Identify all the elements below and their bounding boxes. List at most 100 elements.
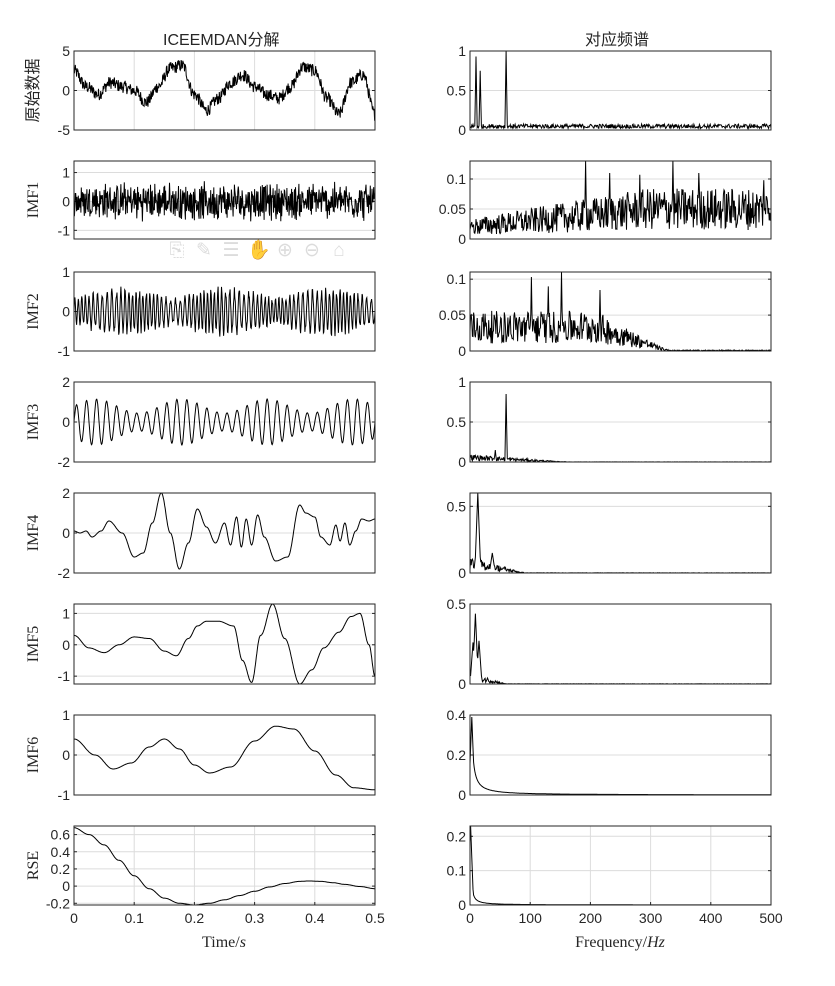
y-tick-label: 1 bbox=[458, 43, 466, 59]
freq-axes-0[interactable]: 00.51 bbox=[447, 43, 772, 138]
data-line bbox=[470, 613, 771, 685]
y-tick-label: 0.05 bbox=[439, 307, 466, 323]
y-tick-label: 0.2 bbox=[447, 828, 467, 844]
y-tick-label: 5 bbox=[62, 43, 70, 59]
y-tick-label: 0.6 bbox=[51, 827, 71, 843]
freq-axes-4[interactable]: 00.5 bbox=[447, 492, 772, 581]
export-icon[interactable]: ⎘ bbox=[169, 240, 185, 261]
axes-box bbox=[73, 714, 376, 796]
y-tick-label: 0 bbox=[62, 414, 70, 430]
y-tick-label: -1 bbox=[58, 343, 71, 359]
y-tick-label: 0.4 bbox=[51, 844, 71, 860]
freq-axes-1[interactable]: 0 0.05 0.1 bbox=[439, 160, 772, 247]
time-axes-2[interactable]: -1 0 1 IMF2 bbox=[25, 264, 376, 359]
y-tick-label: -0.2 bbox=[46, 895, 70, 911]
x-tick-label: 300 bbox=[639, 910, 663, 926]
axes-box bbox=[73, 825, 376, 906]
y-axis-label: IMF2 bbox=[25, 293, 42, 329]
data-line bbox=[470, 716, 771, 796]
y-tick-label: 0 bbox=[458, 787, 466, 803]
axes-box bbox=[469, 160, 772, 240]
x-tick-label: 0.5 bbox=[365, 910, 385, 926]
y-axis-label: IMF5 bbox=[25, 626, 42, 662]
y-axis-label: IMF4 bbox=[25, 515, 42, 551]
axes-box bbox=[73, 492, 376, 574]
y-axis-label: IMF3 bbox=[25, 404, 42, 440]
y-tick-label: 0 bbox=[62, 304, 70, 320]
y-tick-label: 0.1 bbox=[447, 171, 467, 187]
y-axis-label: IMF6 bbox=[25, 737, 42, 773]
freq-axes-7[interactable]: 0 0.1 0.2 0 100 200 300 400 500 bbox=[447, 825, 783, 926]
y-tick-label: 0.2 bbox=[51, 861, 71, 877]
y-tick-label: 2 bbox=[62, 485, 70, 501]
data-line bbox=[470, 393, 771, 463]
freq-axes-3[interactable]: 00.51 bbox=[447, 374, 772, 470]
datatip-icon[interactable]: ☰ bbox=[222, 240, 240, 261]
x-tick-label: 0 bbox=[466, 910, 474, 926]
axes-box bbox=[73, 271, 376, 352]
time-axis-label: Time/s bbox=[202, 934, 246, 951]
time-axes-5[interactable]: -1 0 1 IMF5 bbox=[25, 603, 376, 685]
time-axes-6[interactable]: -1 0 1 IMF6 bbox=[25, 707, 376, 803]
right-column-title: 对应频谱 bbox=[585, 32, 650, 49]
axes-box bbox=[469, 492, 772, 574]
time-axes-0[interactable]: -5 0 5 原始数据 bbox=[24, 43, 376, 138]
y-tick-label: -2 bbox=[58, 565, 71, 581]
pan-hand-icon[interactable]: ✋ bbox=[247, 240, 271, 261]
y-tick-label: 1 bbox=[62, 165, 70, 181]
axes-box bbox=[73, 603, 376, 685]
data-line bbox=[74, 603, 375, 685]
time-axes-3[interactable]: -2 0 2 IMF3 bbox=[25, 374, 376, 470]
y-tick-label: 0.2 bbox=[447, 747, 467, 763]
y-axis-label: RSE bbox=[25, 851, 42, 880]
y-tick-label: 0 bbox=[458, 676, 466, 692]
data-line bbox=[74, 181, 375, 222]
y-tick-label: 0.05 bbox=[439, 201, 466, 217]
time-axes-4[interactable]: -2 0 2 IMF4 bbox=[25, 485, 376, 581]
y-tick-label: 0 bbox=[62, 193, 70, 209]
y-tick-label: 2 bbox=[62, 374, 70, 390]
data-line bbox=[74, 59, 375, 121]
y-tick-label: 0 bbox=[458, 343, 466, 359]
axes-box bbox=[469, 50, 772, 131]
axes-box bbox=[469, 603, 772, 685]
frequency-axis-label: Frequency/Hz bbox=[575, 934, 666, 951]
y-tick-label: 1 bbox=[458, 374, 466, 390]
y-tick-label: 1 bbox=[62, 264, 70, 280]
y-tick-label: -5 bbox=[58, 122, 71, 138]
x-tick-label: 500 bbox=[759, 910, 783, 926]
axes-box bbox=[73, 381, 376, 463]
data-line bbox=[74, 725, 375, 791]
axes-box bbox=[469, 271, 772, 352]
brush-icon[interactable]: ✎ bbox=[196, 240, 212, 261]
x-tick-label: 100 bbox=[519, 910, 543, 926]
y-axis-label: IMF1 bbox=[25, 182, 42, 218]
freq-axes-2[interactable]: 0 0.05 0.1 bbox=[439, 271, 772, 359]
axes-box bbox=[73, 160, 376, 240]
y-tick-label: -1 bbox=[58, 668, 71, 684]
freq-axes-6[interactable]: 0 0.2 0.4 bbox=[447, 707, 772, 803]
time-axes-1[interactable]: -1 0 1 IMF1 bbox=[25, 160, 376, 240]
freq-axes-5[interactable]: 00.5 bbox=[447, 596, 772, 692]
x-tick-label: 0.4 bbox=[305, 910, 325, 926]
x-tick-label: 0.1 bbox=[124, 910, 144, 926]
y-axis-label: 原始数据 bbox=[24, 58, 42, 122]
axes-toolbar[interactable]: ⎘ ✎ ☰ ✋ ⊕ ⊖ ⌂ bbox=[166, 240, 350, 262]
y-tick-label: 0 bbox=[458, 454, 466, 470]
y-tick-label: 0 bbox=[458, 897, 466, 913]
y-tick-label: 0.5 bbox=[447, 498, 467, 514]
y-tick-label: 0 bbox=[458, 122, 466, 138]
axes-box bbox=[469, 825, 772, 906]
zoom-in-icon[interactable]: ⊕ bbox=[277, 240, 293, 261]
y-tick-label: 0 bbox=[62, 525, 70, 541]
zoom-out-icon[interactable]: ⊖ bbox=[304, 240, 320, 261]
x-tick-label: 0 bbox=[70, 910, 78, 926]
x-tick-label: 200 bbox=[579, 910, 603, 926]
home-icon[interactable]: ⌂ bbox=[333, 240, 345, 261]
axes-box bbox=[469, 381, 772, 463]
data-line bbox=[74, 827, 375, 906]
y-tick-label: -2 bbox=[58, 454, 71, 470]
data-line bbox=[470, 50, 771, 131]
data-line bbox=[470, 825, 771, 906]
